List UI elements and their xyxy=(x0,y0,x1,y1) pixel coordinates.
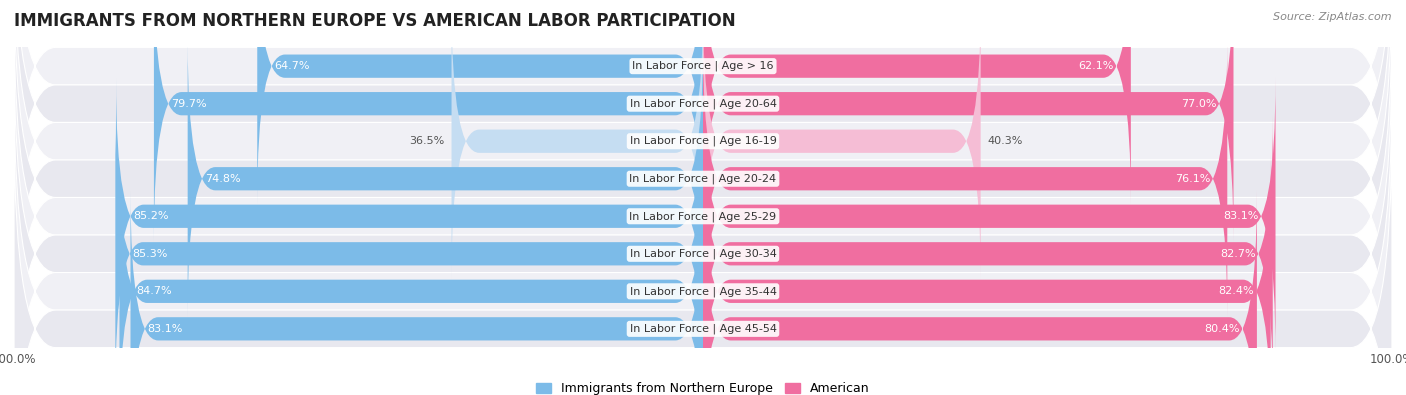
FancyBboxPatch shape xyxy=(703,0,1233,242)
FancyBboxPatch shape xyxy=(187,40,703,317)
Text: Source: ZipAtlas.com: Source: ZipAtlas.com xyxy=(1274,12,1392,22)
Legend: Immigrants from Northern Europe, American: Immigrants from Northern Europe, America… xyxy=(536,382,870,395)
Text: 85.2%: 85.2% xyxy=(134,211,169,221)
Text: In Labor Force | Age 16-19: In Labor Force | Age 16-19 xyxy=(630,136,776,147)
Text: 74.8%: 74.8% xyxy=(205,174,240,184)
Text: 83.1%: 83.1% xyxy=(148,324,183,334)
FancyBboxPatch shape xyxy=(115,115,703,392)
FancyBboxPatch shape xyxy=(703,190,1257,395)
FancyBboxPatch shape xyxy=(703,115,1272,392)
Text: 79.7%: 79.7% xyxy=(172,99,207,109)
FancyBboxPatch shape xyxy=(14,0,1392,348)
FancyBboxPatch shape xyxy=(703,153,1271,395)
Text: 62.1%: 62.1% xyxy=(1078,61,1114,71)
Text: In Labor Force | Age 35-44: In Labor Force | Age 35-44 xyxy=(630,286,776,297)
FancyBboxPatch shape xyxy=(14,10,1392,395)
Text: In Labor Force | Age > 16: In Labor Force | Age > 16 xyxy=(633,61,773,71)
Text: In Labor Force | Age 25-29: In Labor Force | Age 25-29 xyxy=(630,211,776,222)
FancyBboxPatch shape xyxy=(703,0,1130,205)
FancyBboxPatch shape xyxy=(14,85,1392,395)
Text: In Labor Force | Age 45-54: In Labor Force | Age 45-54 xyxy=(630,324,776,334)
Text: In Labor Force | Age 30-34: In Labor Force | Age 30-34 xyxy=(630,248,776,259)
Text: 36.5%: 36.5% xyxy=(409,136,444,146)
FancyBboxPatch shape xyxy=(14,47,1392,395)
Text: 76.1%: 76.1% xyxy=(1174,174,1211,184)
FancyBboxPatch shape xyxy=(14,122,1392,395)
FancyBboxPatch shape xyxy=(14,0,1392,385)
Text: 77.0%: 77.0% xyxy=(1181,99,1216,109)
Text: 83.1%: 83.1% xyxy=(1223,211,1258,221)
FancyBboxPatch shape xyxy=(131,190,703,395)
Text: 40.3%: 40.3% xyxy=(987,136,1024,146)
Text: 84.7%: 84.7% xyxy=(136,286,173,296)
Text: 85.3%: 85.3% xyxy=(132,249,167,259)
Text: 82.7%: 82.7% xyxy=(1220,249,1256,259)
Text: In Labor Force | Age 20-24: In Labor Force | Age 20-24 xyxy=(630,173,776,184)
FancyBboxPatch shape xyxy=(451,3,703,280)
FancyBboxPatch shape xyxy=(117,78,703,355)
Text: In Labor Force | Age 20-64: In Labor Force | Age 20-64 xyxy=(630,98,776,109)
FancyBboxPatch shape xyxy=(703,78,1275,355)
FancyBboxPatch shape xyxy=(14,0,1392,310)
FancyBboxPatch shape xyxy=(14,0,1392,273)
FancyBboxPatch shape xyxy=(153,0,703,242)
Text: IMMIGRANTS FROM NORTHERN EUROPE VS AMERICAN LABOR PARTICIPATION: IMMIGRANTS FROM NORTHERN EUROPE VS AMERI… xyxy=(14,12,735,30)
Text: 82.4%: 82.4% xyxy=(1218,286,1254,296)
FancyBboxPatch shape xyxy=(703,40,1227,317)
Text: 64.7%: 64.7% xyxy=(274,61,309,71)
FancyBboxPatch shape xyxy=(703,3,980,280)
FancyBboxPatch shape xyxy=(120,153,703,395)
FancyBboxPatch shape xyxy=(257,0,703,205)
Text: 80.4%: 80.4% xyxy=(1204,324,1240,334)
